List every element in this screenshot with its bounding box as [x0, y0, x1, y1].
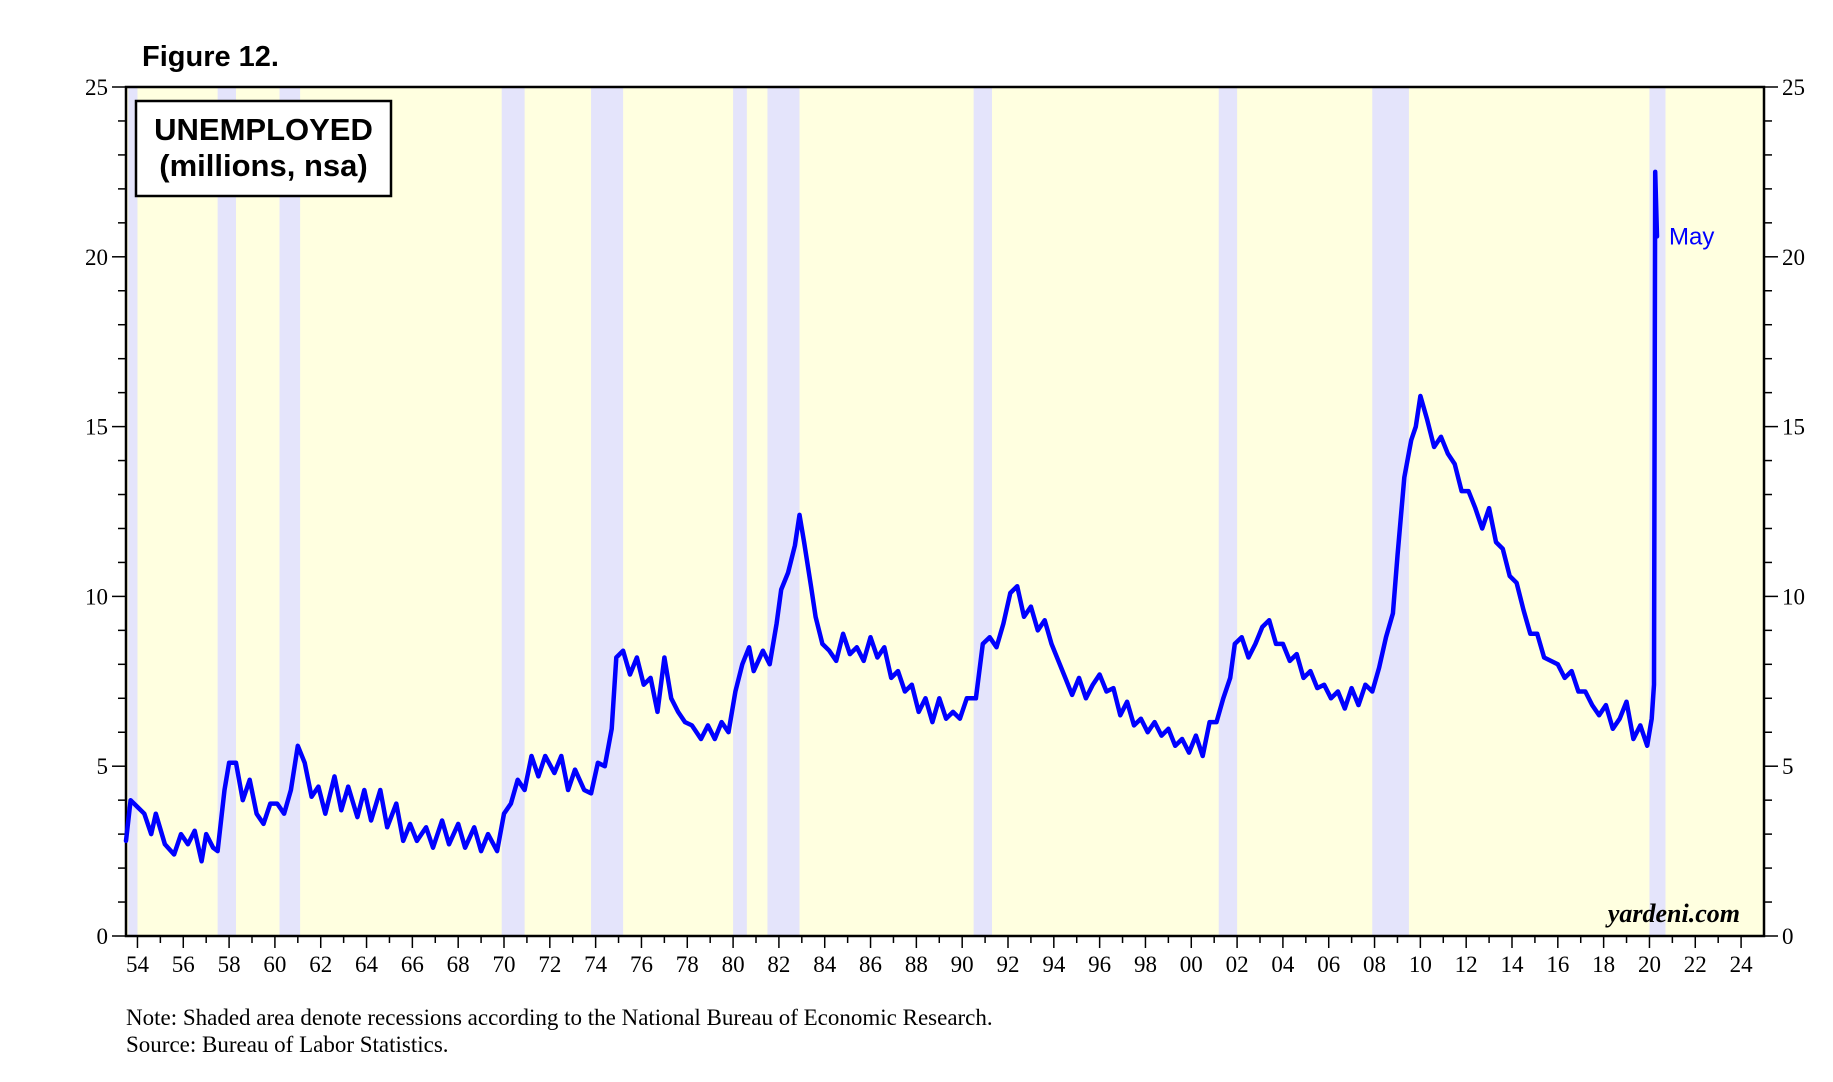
- x-tick-label: 82: [767, 952, 790, 977]
- chart-title-line-2: (millions, nsa): [159, 148, 367, 183]
- recession-band: [1219, 87, 1237, 936]
- x-tick-label: 08: [1363, 952, 1386, 977]
- x-tick-label: 02: [1226, 952, 1249, 977]
- figure-label: Figure 12.: [142, 41, 279, 73]
- x-tick-label: 72: [538, 952, 561, 977]
- y-tick-label-right: 15: [1782, 415, 1805, 440]
- x-tick-label: 58: [218, 952, 241, 977]
- x-tick-label: 54: [126, 952, 150, 977]
- x-tick-label: 10: [1409, 952, 1432, 977]
- x-tick-label: 76: [630, 952, 653, 977]
- watermark: yardeni.com: [1605, 899, 1740, 928]
- x-tick-label: 78: [676, 952, 699, 977]
- y-tick-label-left: 25: [85, 75, 108, 100]
- x-tick-label: 98: [1134, 952, 1157, 977]
- x-tick-label: 92: [997, 952, 1020, 977]
- x-tick-label: 80: [722, 952, 745, 977]
- plot-area: [126, 87, 1764, 936]
- y-tick-label-left: 0: [97, 924, 109, 949]
- x-tick-label: 96: [1088, 952, 1111, 977]
- x-tick-label: 68: [447, 952, 470, 977]
- x-tick-label: 66: [401, 952, 424, 977]
- y-tick-label-left: 15: [85, 415, 108, 440]
- y-tick-label-left: 10: [85, 584, 108, 609]
- plot-background: [126, 87, 1764, 936]
- recession-band: [767, 87, 799, 936]
- x-tick-label: 20: [1638, 952, 1661, 977]
- x-tick-label: 88: [905, 952, 928, 977]
- x-tick-label: 56: [172, 952, 195, 977]
- x-tick-label: 18: [1592, 952, 1615, 977]
- x-tick-label: 14: [1501, 952, 1525, 977]
- x-tick-label: 84: [813, 952, 837, 977]
- x-tick-label: 00: [1180, 952, 1203, 977]
- y-tick-label-right: 0: [1782, 924, 1794, 949]
- x-tick-label: 24: [1730, 952, 1754, 977]
- y-tick-label-right: 5: [1782, 754, 1794, 779]
- y-tick-label-right: 25: [1782, 75, 1805, 100]
- y-tick-label-left: 5: [97, 754, 109, 779]
- x-tick-label: 70: [493, 952, 516, 977]
- chart-title-box: UNEMPLOYED (millions, nsa): [136, 101, 391, 196]
- recession-band: [974, 87, 992, 936]
- y-tick-label-right: 10: [1782, 584, 1805, 609]
- x-tick-label: 64: [355, 952, 379, 977]
- x-tick-label: 60: [263, 952, 286, 977]
- recession-band: [591, 87, 623, 936]
- x-tick-label: 16: [1546, 952, 1569, 977]
- x-tick-label: 04: [1271, 952, 1295, 977]
- x-tick-label: 06: [1317, 952, 1340, 977]
- annotation-may: May: [1669, 223, 1714, 250]
- x-tick-label: 74: [584, 952, 608, 977]
- chart-title-line-1: UNEMPLOYED: [154, 112, 373, 147]
- unemployed-chart: Figure 12. 0 5 10 15 20 25 0 5 10 15 20 25 54 56 58 60 6…: [0, 0, 1833, 1082]
- x-tick-label: 90: [951, 952, 974, 977]
- source-note: Source: Bureau of Labor Statistics.: [126, 1032, 449, 1057]
- y-tick-label-right: 20: [1782, 245, 1805, 270]
- recession-note: Note: Shaded area denote recessions acco…: [126, 1005, 993, 1030]
- y-tick-label-left: 20: [85, 245, 108, 270]
- x-tick-label: 22: [1684, 952, 1707, 977]
- x-tick-label: 94: [1042, 952, 1066, 977]
- x-tick-label: 12: [1455, 952, 1478, 977]
- x-tick-label: 62: [309, 952, 332, 977]
- x-tick-label: 86: [859, 952, 882, 977]
- recession-band: [733, 87, 747, 936]
